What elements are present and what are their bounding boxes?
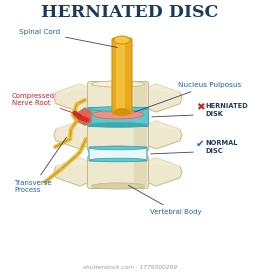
Text: Compressed
Nerve Root: Compressed Nerve Root	[12, 92, 81, 116]
Ellipse shape	[90, 158, 146, 162]
Ellipse shape	[93, 151, 143, 157]
FancyBboxPatch shape	[88, 118, 148, 151]
Ellipse shape	[92, 183, 145, 189]
Ellipse shape	[90, 146, 146, 150]
Text: shutterstock.com · 1779300269: shutterstock.com · 1779300269	[83, 265, 177, 270]
Text: Transverse
Process: Transverse Process	[14, 137, 67, 193]
Text: Spinal Cord: Spinal Cord	[19, 29, 117, 47]
Polygon shape	[56, 121, 90, 129]
Polygon shape	[146, 158, 180, 166]
Ellipse shape	[92, 146, 145, 152]
FancyBboxPatch shape	[116, 42, 125, 110]
Text: ✔: ✔	[196, 139, 205, 149]
Ellipse shape	[92, 81, 145, 87]
FancyBboxPatch shape	[112, 38, 132, 114]
FancyBboxPatch shape	[134, 120, 147, 150]
Ellipse shape	[89, 123, 147, 127]
Polygon shape	[54, 121, 90, 149]
Polygon shape	[54, 158, 90, 186]
FancyBboxPatch shape	[134, 157, 147, 187]
Polygon shape	[146, 84, 182, 112]
Polygon shape	[56, 84, 90, 92]
Ellipse shape	[89, 107, 147, 111]
Polygon shape	[54, 84, 90, 112]
Polygon shape	[146, 121, 182, 149]
Text: Vertebral Body: Vertebral Body	[128, 185, 202, 215]
Polygon shape	[56, 158, 90, 166]
Text: HERNIATED DISC: HERNIATED DISC	[41, 4, 219, 20]
FancyBboxPatch shape	[134, 83, 147, 113]
Ellipse shape	[92, 155, 145, 161]
Text: NORMAL
DISC: NORMAL DISC	[205, 140, 237, 154]
Ellipse shape	[92, 118, 145, 124]
FancyBboxPatch shape	[89, 147, 147, 161]
Ellipse shape	[114, 36, 130, 44]
Polygon shape	[77, 108, 91, 125]
FancyBboxPatch shape	[88, 108, 148, 127]
Ellipse shape	[93, 110, 144, 119]
FancyBboxPatch shape	[88, 81, 148, 115]
Ellipse shape	[114, 108, 130, 116]
Text: Nucleus Pulposus: Nucleus Pulposus	[135, 82, 241, 112]
Ellipse shape	[92, 109, 145, 115]
Polygon shape	[146, 158, 182, 186]
Text: ✖: ✖	[196, 102, 205, 112]
FancyBboxPatch shape	[88, 155, 148, 188]
Polygon shape	[146, 84, 180, 92]
Text: HERNIATED
DISK: HERNIATED DISK	[205, 103, 248, 117]
Polygon shape	[146, 121, 180, 129]
